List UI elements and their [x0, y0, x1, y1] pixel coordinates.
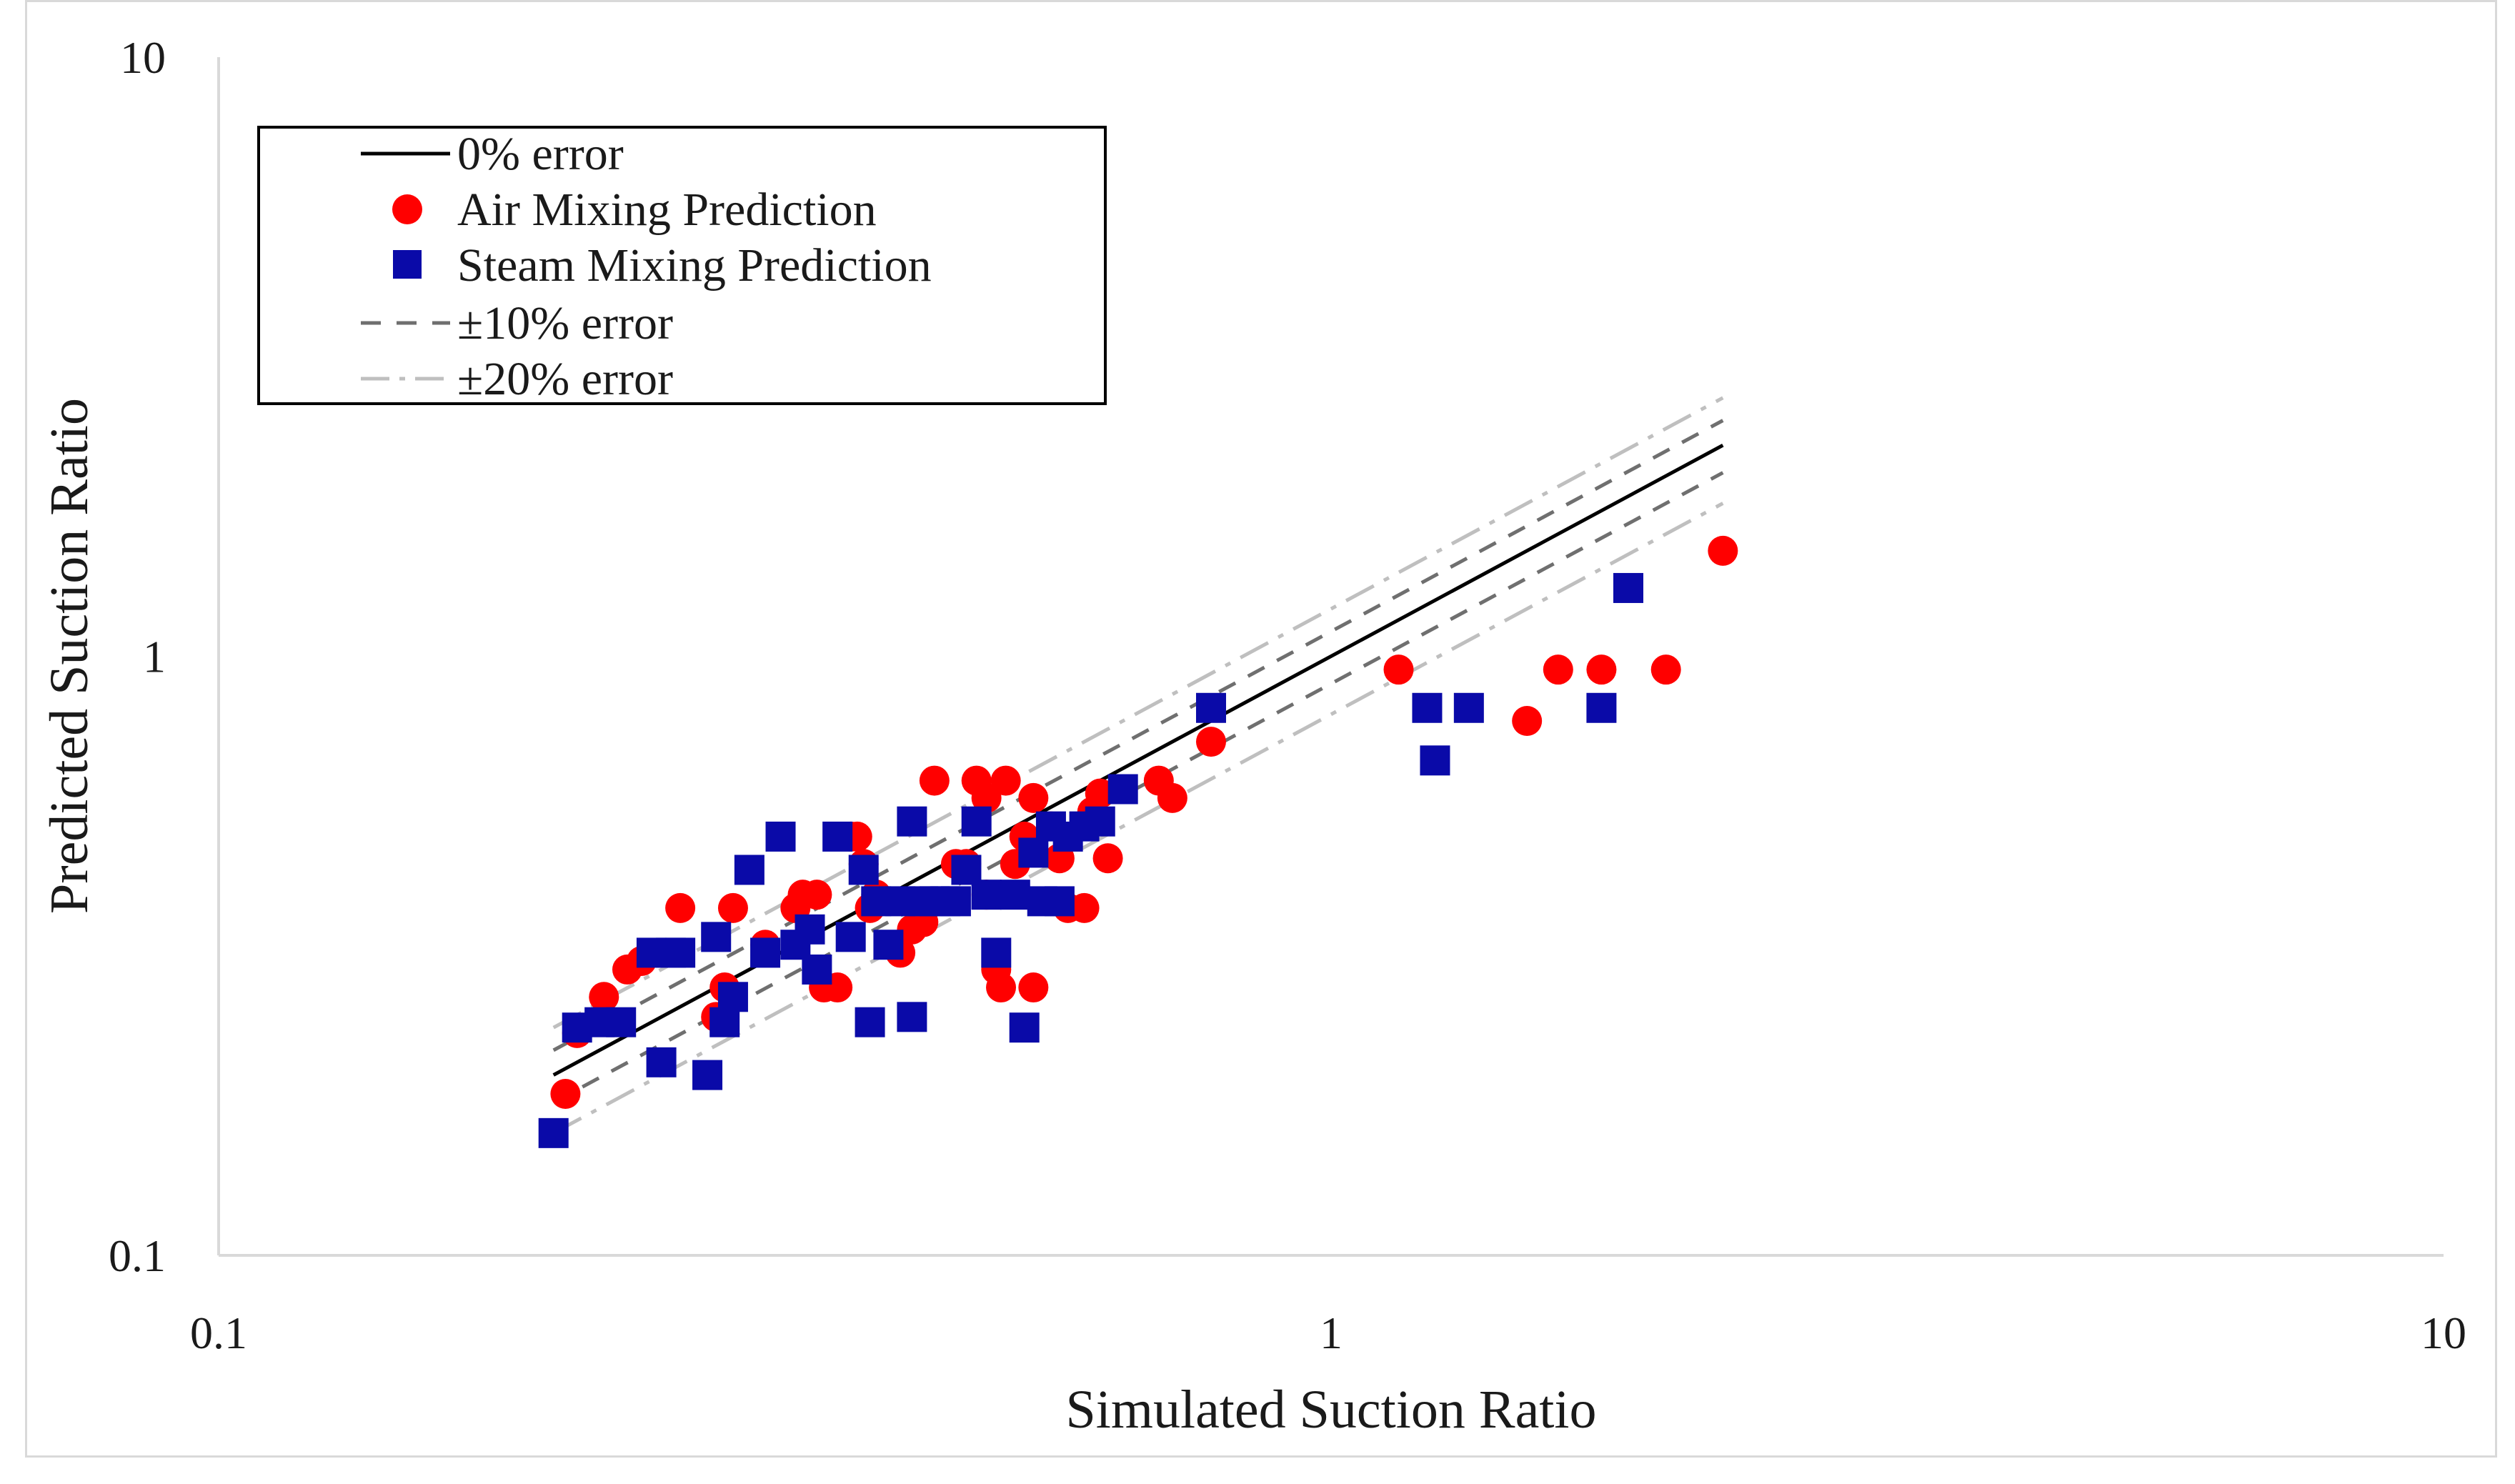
x-tick-label-0: 0.1	[190, 1308, 247, 1358]
steam-point-37	[1018, 837, 1049, 868]
air-point-28	[971, 782, 1002, 813]
legend-steam-label: Steam Mixing Prediction	[457, 239, 932, 292]
steam-point-7	[665, 937, 696, 968]
air-point-31	[990, 765, 1021, 796]
steam-point-50	[1613, 572, 1643, 603]
air-point-47	[1383, 654, 1414, 685]
steam-point-16	[795, 914, 825, 945]
steam-point-19	[835, 922, 866, 952]
steam-point-10	[709, 1007, 740, 1037]
reference-lines	[552, 396, 1724, 1135]
steam-point-13	[750, 937, 781, 968]
air-point-51	[1650, 654, 1681, 685]
steam-point-48	[1453, 692, 1484, 723]
air-point-5	[665, 892, 696, 923]
air-point-2	[589, 982, 619, 1012]
air-point-48	[1512, 705, 1543, 736]
legend: 0% error Air Mixing Prediction Steam Mix…	[257, 126, 1107, 405]
steam-point-43	[1085, 806, 1115, 837]
air-point-39	[1069, 892, 1100, 923]
steam-point-49	[1586, 692, 1617, 723]
steam-point-23	[873, 930, 904, 960]
steam-point-21	[855, 1007, 885, 1037]
air-point-42	[1092, 843, 1123, 874]
steam-point-20	[848, 855, 879, 885]
plot-area	[217, 57, 2444, 1257]
legend-zero-error-label: 0% error	[457, 128, 624, 180]
legend-ten-percent-label: ±10% error	[457, 297, 673, 349]
air-point-0	[550, 1079, 581, 1110]
steam-point-9	[701, 922, 732, 952]
steam-point-35	[1000, 880, 1030, 910]
steam-point-34	[981, 937, 1012, 968]
reference-line-4	[552, 502, 1724, 1135]
x-tick-labels: 0.1 1 10	[190, 1308, 2466, 1358]
air-point-41	[1085, 778, 1115, 809]
air-point-50	[1586, 654, 1617, 685]
air-point-34	[1018, 782, 1049, 813]
steam-point-11	[717, 982, 748, 1012]
steam-mixing-points	[538, 572, 1643, 1148]
legend-twenty-percent-label: ±20% error	[457, 353, 673, 405]
steam-point-32	[961, 806, 992, 837]
steam-point-12	[734, 855, 765, 885]
air-point-45	[1157, 782, 1187, 813]
air-point-30	[986, 972, 1017, 1003]
air-point-49	[1543, 654, 1573, 685]
reference-line-2	[552, 471, 1724, 1105]
steam-point-45	[1195, 692, 1226, 723]
air-point-35	[1018, 972, 1049, 1003]
y-tick-label-2: 10	[120, 32, 166, 83]
steam-point-44	[1107, 774, 1138, 805]
steam-point-17	[802, 954, 832, 985]
steam-point-14	[765, 821, 796, 852]
reference-line-0	[552, 443, 1724, 1077]
reference-line-1	[552, 419, 1724, 1052]
reference-line-3	[552, 396, 1724, 1030]
steam-point-25	[897, 806, 927, 837]
x-tick-label-1: 1	[1320, 1308, 1343, 1358]
y-tick-label-0: 0.1	[109, 1230, 166, 1281]
steam-point-47	[1420, 745, 1450, 776]
steam-point-18	[822, 821, 853, 852]
steam-point-36	[1009, 1012, 1040, 1043]
steam-point-40	[1044, 886, 1075, 917]
legend-air-swatch	[392, 194, 422, 224]
y-tick-labels: 0.1 1 10	[109, 32, 166, 1281]
steam-point-30	[940, 886, 971, 917]
steam-point-5	[646, 1047, 677, 1077]
steam-point-46	[1412, 692, 1443, 723]
legend-air-label: Air Mixing Prediction	[457, 184, 877, 236]
steam-point-0	[538, 1117, 569, 1148]
steam-point-3	[606, 1007, 637, 1037]
steam-point-8	[692, 1060, 723, 1090]
steam-point-33	[971, 880, 1002, 910]
x-tick-label-2: 10	[2421, 1308, 2466, 1358]
air-point-23	[919, 765, 950, 796]
y-tick-label-1: 1	[143, 632, 166, 682]
air-point-46	[1195, 727, 1226, 757]
air-point-8	[717, 892, 748, 923]
legend-steam-swatch	[393, 250, 422, 279]
air-point-52	[1708, 535, 1738, 566]
x-axis-title: Simulated Suction Ratio	[1065, 1380, 1596, 1440]
air-point-12	[802, 880, 832, 910]
steam-point-26	[897, 1002, 927, 1032]
y-axis-title: Predicted Suction Ratio	[39, 398, 99, 914]
